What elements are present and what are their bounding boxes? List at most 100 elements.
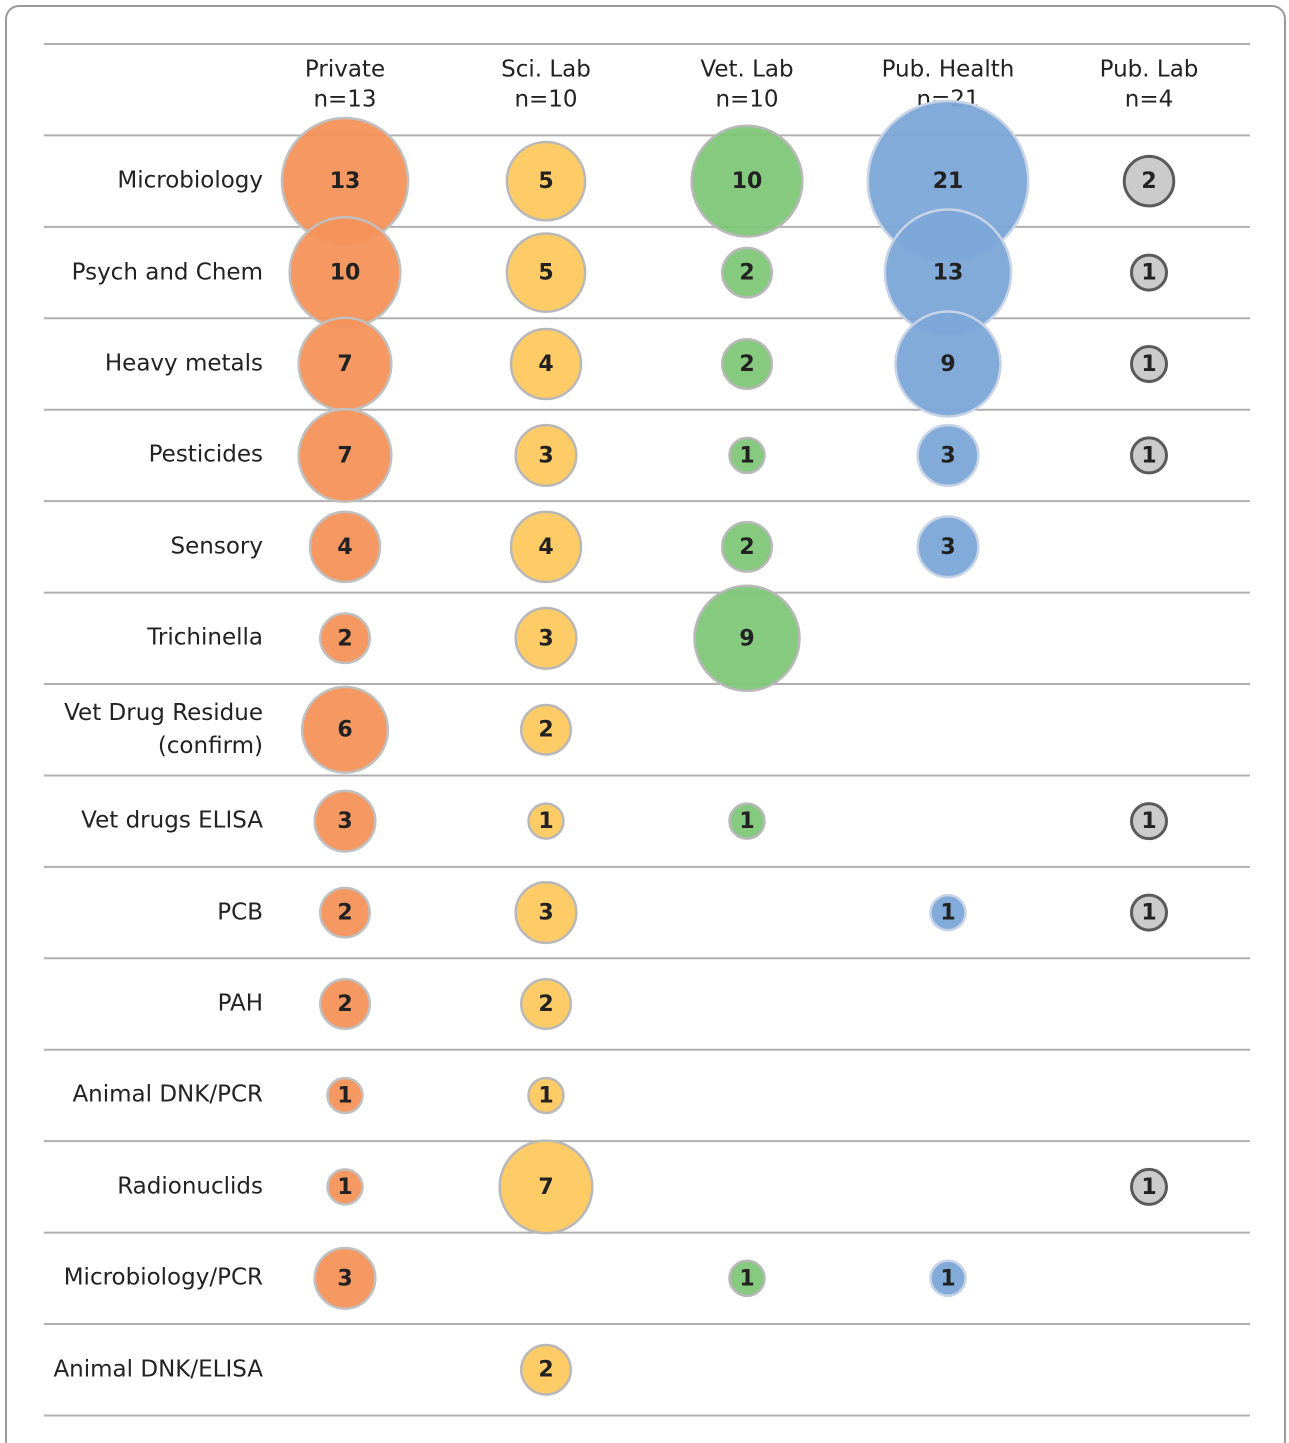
row-label: Vet drugs ELISA [81, 807, 263, 834]
bubble [498, 1139, 594, 1235]
bubble-label: 2 [739, 352, 754, 377]
bubble [509, 327, 583, 401]
bubble-label: 1 [1141, 261, 1156, 286]
bubble [693, 584, 801, 693]
bubble-label: 1 [1141, 443, 1156, 468]
bubble-label: 2 [337, 901, 352, 926]
column-header: Pub. Lab [1100, 57, 1199, 83]
bubble-label: 1 [1141, 352, 1156, 377]
bubble [1130, 253, 1168, 292]
bubble-label: 2 [1141, 169, 1156, 194]
column-n: n=4 [1125, 87, 1173, 113]
row-label: Microbiology/PCR [63, 1264, 263, 1291]
bubble [509, 510, 583, 584]
bubble [505, 140, 587, 222]
bubble-label: 5 [538, 261, 553, 286]
bubble [514, 881, 578, 945]
column-header: Pub. Health [882, 57, 1015, 83]
row-label: Animal DNK/PCR [72, 1081, 263, 1108]
bubble-label: 1 [1141, 901, 1156, 926]
bubble [514, 423, 578, 487]
bubble-label: 4 [538, 352, 553, 377]
row-label: Vet Drug Residue (confirm) [64, 699, 263, 759]
bubble-label: 3 [538, 901, 553, 926]
bubble-label: 3 [337, 809, 352, 834]
bubble-label: 9 [739, 626, 754, 651]
bubble [308, 510, 382, 584]
row-label: Animal DNK/ELISA [53, 1356, 263, 1383]
bubble-label: 6 [337, 718, 352, 743]
bubble-label: 21 [933, 169, 964, 194]
bubble-label: 2 [337, 992, 352, 1017]
bubble-label: 1 [1141, 809, 1156, 834]
bubble-label: 10 [732, 169, 763, 194]
bubble [297, 407, 393, 503]
bubble-label: 9 [940, 352, 955, 377]
bubble [728, 1259, 766, 1298]
row-label: PAH [217, 990, 263, 1017]
bubble [514, 606, 578, 670]
bubble [916, 515, 980, 579]
bubble [520, 703, 572, 756]
bubble-label: 5 [538, 169, 553, 194]
row-label: Microbiology [117, 167, 263, 194]
bubble-label: 1 [337, 1175, 352, 1200]
bubble-label: 7 [538, 1175, 553, 1200]
bubble-label: 1 [739, 809, 754, 834]
bubble-label: 1 [1141, 1175, 1156, 1200]
bubble [520, 978, 572, 1031]
bubble-label: 1 [538, 809, 553, 834]
bubble [527, 1076, 565, 1115]
bubble [520, 1343, 572, 1396]
bubble-label: 4 [337, 535, 352, 560]
bubble [326, 1076, 364, 1115]
row-label: Sensory [170, 533, 263, 560]
bubble-label: 7 [337, 443, 352, 468]
row-label: Heavy metals [104, 350, 263, 377]
row-label: Trichinella [147, 624, 263, 651]
bubble [728, 436, 766, 475]
bubble-label: 3 [940, 535, 955, 560]
bubble [721, 520, 773, 573]
bubble [728, 802, 766, 840]
bubble [326, 1168, 364, 1206]
bubble-label: 1 [940, 901, 955, 926]
bubble [894, 310, 1002, 418]
bubble [929, 893, 967, 932]
bubble [1130, 1167, 1168, 1206]
bubble [721, 246, 773, 299]
row-label: Radionuclids [117, 1173, 263, 1200]
bubble-label: 3 [337, 1266, 352, 1291]
bubble-label: 2 [739, 535, 754, 560]
bubble-label: 7 [337, 352, 352, 377]
bubble [319, 886, 371, 939]
frame [5, 5, 1286, 1443]
bubble [1130, 436, 1168, 475]
bubble [505, 232, 587, 313]
bubble-label: 3 [538, 443, 553, 468]
bubble-label: 1 [739, 443, 754, 468]
bubble [721, 338, 773, 391]
bubble [916, 423, 980, 487]
bubble-label: 13 [933, 261, 964, 286]
bubble [1130, 345, 1168, 384]
column-header: Sci. Lab [501, 57, 591, 83]
bubble-label: 10 [330, 261, 361, 286]
bubble [300, 685, 390, 774]
bubble [929, 1259, 967, 1298]
bubble-label: 1 [337, 1083, 352, 1108]
bubble-label: 13 [330, 169, 361, 194]
bubble-label: 3 [940, 443, 955, 468]
row-label: Psych and Chem [71, 259, 263, 286]
row-label: PCB [217, 899, 263, 926]
bubble [313, 789, 377, 853]
bubble-label: 1 [538, 1083, 553, 1108]
bubble-label: 2 [739, 261, 754, 286]
bubble [1130, 893, 1168, 932]
column-n: n=10 [715, 87, 778, 113]
row-label: Pesticides [148, 441, 263, 468]
bubble [319, 612, 371, 665]
bubble-label: 2 [337, 626, 352, 651]
